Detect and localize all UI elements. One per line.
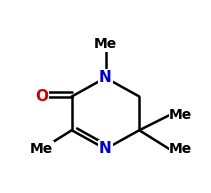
Text: N: N [99,70,112,85]
Text: O: O [35,89,48,104]
Text: Me: Me [169,108,192,122]
Text: Me: Me [169,142,192,156]
Text: Me: Me [30,142,53,156]
Text: N: N [99,141,112,157]
Text: Me: Me [94,37,117,51]
